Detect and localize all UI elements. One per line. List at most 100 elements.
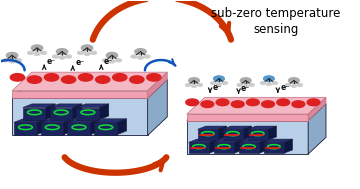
Circle shape (222, 82, 228, 84)
Polygon shape (264, 139, 293, 142)
Polygon shape (14, 122, 37, 135)
Polygon shape (222, 129, 243, 140)
Text: e⁻: e⁻ (104, 57, 113, 66)
Polygon shape (264, 142, 284, 153)
Circle shape (264, 76, 274, 81)
Circle shape (213, 76, 224, 81)
Polygon shape (76, 108, 99, 120)
Text: e⁻: e⁻ (280, 84, 289, 92)
Polygon shape (67, 119, 100, 122)
Polygon shape (187, 121, 308, 154)
Polygon shape (284, 139, 293, 153)
Polygon shape (14, 119, 46, 122)
Circle shape (197, 84, 202, 86)
Circle shape (243, 85, 248, 87)
Polygon shape (259, 139, 267, 153)
Text: sub-zero temperature
sensing: sub-zero temperature sensing (211, 7, 341, 36)
Circle shape (113, 74, 127, 81)
Polygon shape (94, 122, 117, 135)
Circle shape (78, 51, 83, 54)
Circle shape (189, 78, 199, 83)
Circle shape (262, 101, 274, 108)
Circle shape (96, 76, 110, 83)
Text: e⁻: e⁻ (75, 58, 85, 67)
Circle shape (138, 56, 143, 59)
Polygon shape (50, 104, 82, 108)
Polygon shape (46, 104, 55, 120)
Polygon shape (248, 129, 268, 140)
Circle shape (103, 59, 108, 62)
Circle shape (59, 56, 65, 59)
Circle shape (31, 45, 43, 51)
Circle shape (247, 99, 259, 106)
Polygon shape (23, 104, 55, 108)
Polygon shape (239, 142, 259, 153)
Polygon shape (41, 122, 64, 135)
Polygon shape (222, 126, 252, 129)
Circle shape (240, 78, 251, 83)
Circle shape (186, 99, 199, 106)
Polygon shape (117, 119, 127, 135)
Circle shape (135, 49, 146, 55)
Polygon shape (239, 139, 267, 142)
Polygon shape (187, 114, 308, 121)
Circle shape (28, 51, 33, 54)
Circle shape (78, 74, 93, 81)
Text: e⁻: e⁻ (212, 84, 222, 92)
Polygon shape (12, 72, 167, 91)
Polygon shape (243, 126, 252, 140)
Polygon shape (218, 126, 226, 140)
Circle shape (291, 85, 296, 87)
Circle shape (3, 59, 8, 62)
Circle shape (27, 76, 42, 83)
Circle shape (91, 51, 96, 54)
Polygon shape (248, 126, 276, 129)
Polygon shape (50, 108, 73, 120)
Circle shape (16, 59, 22, 62)
Polygon shape (12, 91, 148, 98)
Polygon shape (99, 104, 109, 120)
Circle shape (53, 55, 58, 58)
Polygon shape (187, 97, 326, 114)
Circle shape (56, 49, 68, 55)
Circle shape (273, 82, 277, 84)
Polygon shape (189, 139, 218, 142)
Polygon shape (308, 97, 326, 121)
Circle shape (34, 52, 40, 55)
Polygon shape (64, 119, 73, 135)
Circle shape (131, 55, 137, 58)
Polygon shape (268, 126, 276, 140)
Circle shape (109, 60, 115, 63)
Circle shape (288, 78, 299, 83)
Text: e⁻: e⁻ (241, 84, 250, 93)
Circle shape (297, 84, 302, 86)
Polygon shape (148, 80, 167, 136)
Polygon shape (23, 108, 46, 120)
Circle shape (211, 82, 216, 84)
Circle shape (41, 51, 46, 54)
Polygon shape (308, 104, 326, 154)
Polygon shape (67, 122, 91, 135)
Circle shape (116, 59, 121, 62)
Circle shape (10, 74, 24, 81)
Circle shape (307, 99, 320, 106)
Polygon shape (234, 139, 243, 153)
Polygon shape (94, 119, 127, 122)
Polygon shape (210, 139, 218, 153)
Polygon shape (148, 72, 167, 98)
Polygon shape (187, 104, 326, 121)
Text: e⁻: e⁻ (47, 57, 56, 66)
Circle shape (185, 84, 190, 86)
Circle shape (266, 83, 271, 85)
Circle shape (231, 101, 244, 108)
Circle shape (81, 45, 93, 51)
Polygon shape (91, 119, 100, 135)
Circle shape (285, 84, 291, 86)
Polygon shape (12, 98, 148, 136)
Circle shape (261, 82, 265, 84)
Circle shape (144, 55, 150, 58)
Circle shape (9, 60, 15, 63)
Polygon shape (73, 104, 82, 120)
Circle shape (237, 84, 242, 86)
Polygon shape (41, 119, 73, 122)
